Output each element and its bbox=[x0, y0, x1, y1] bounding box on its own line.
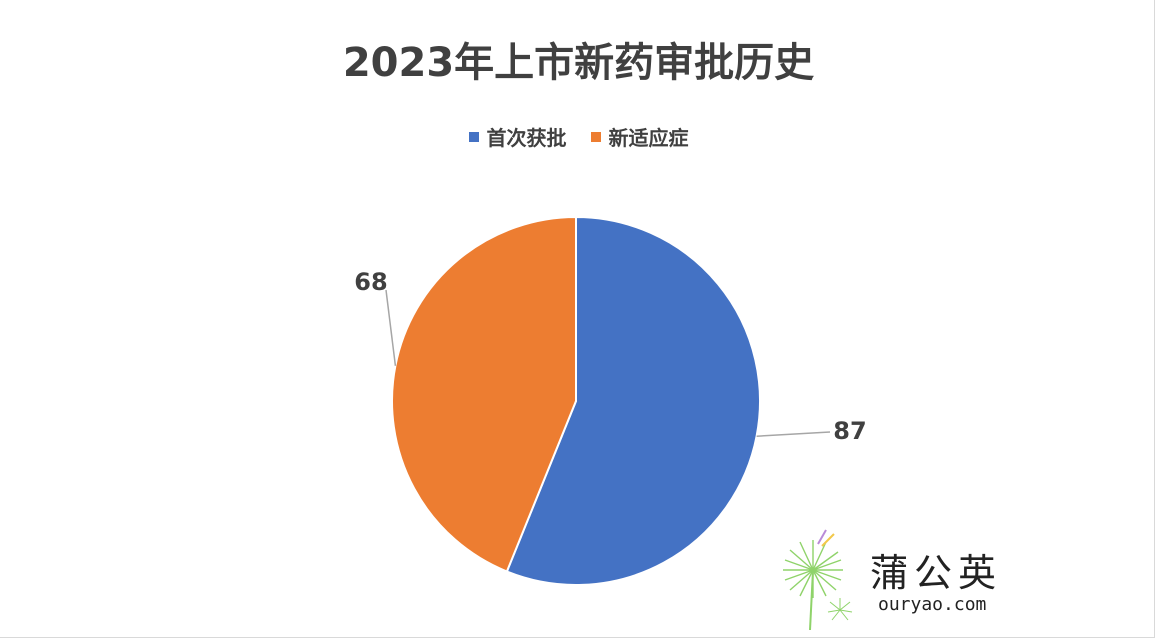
watermark-brand-name: 蒲公英 bbox=[870, 551, 1003, 595]
pie-slice-first-approval bbox=[505, 215, 761, 586]
leader-line-new-indication bbox=[385, 289, 397, 366]
data-label-first-approval: 87 bbox=[833, 417, 866, 445]
legend-label-new-indication: 新适应症 bbox=[608, 126, 689, 150]
watermark: 蒲公英 ouryao.com bbox=[778, 522, 1028, 632]
dandelion-logo-icon bbox=[783, 529, 853, 631]
legend-swatch-first-approval bbox=[468, 131, 479, 142]
watermark-url: ouryao.com bbox=[878, 594, 987, 615]
legend-item-first-approval: 首次获批 bbox=[468, 122, 567, 151]
chart-title: 2023年上市新药审批历史 bbox=[342, 40, 815, 86]
leader-line-first-approval bbox=[756, 431, 831, 437]
pie-slice-new-indication bbox=[391, 215, 577, 573]
legend-label-first-approval: 首次获批 bbox=[486, 126, 567, 150]
legend-item-new-indication: 新适应症 bbox=[590, 122, 689, 151]
data-label-new-indication: 68 bbox=[354, 268, 387, 296]
legend: 首次获批 新适应症 bbox=[0, 122, 1157, 151]
legend-swatch-new-indication bbox=[590, 131, 601, 142]
